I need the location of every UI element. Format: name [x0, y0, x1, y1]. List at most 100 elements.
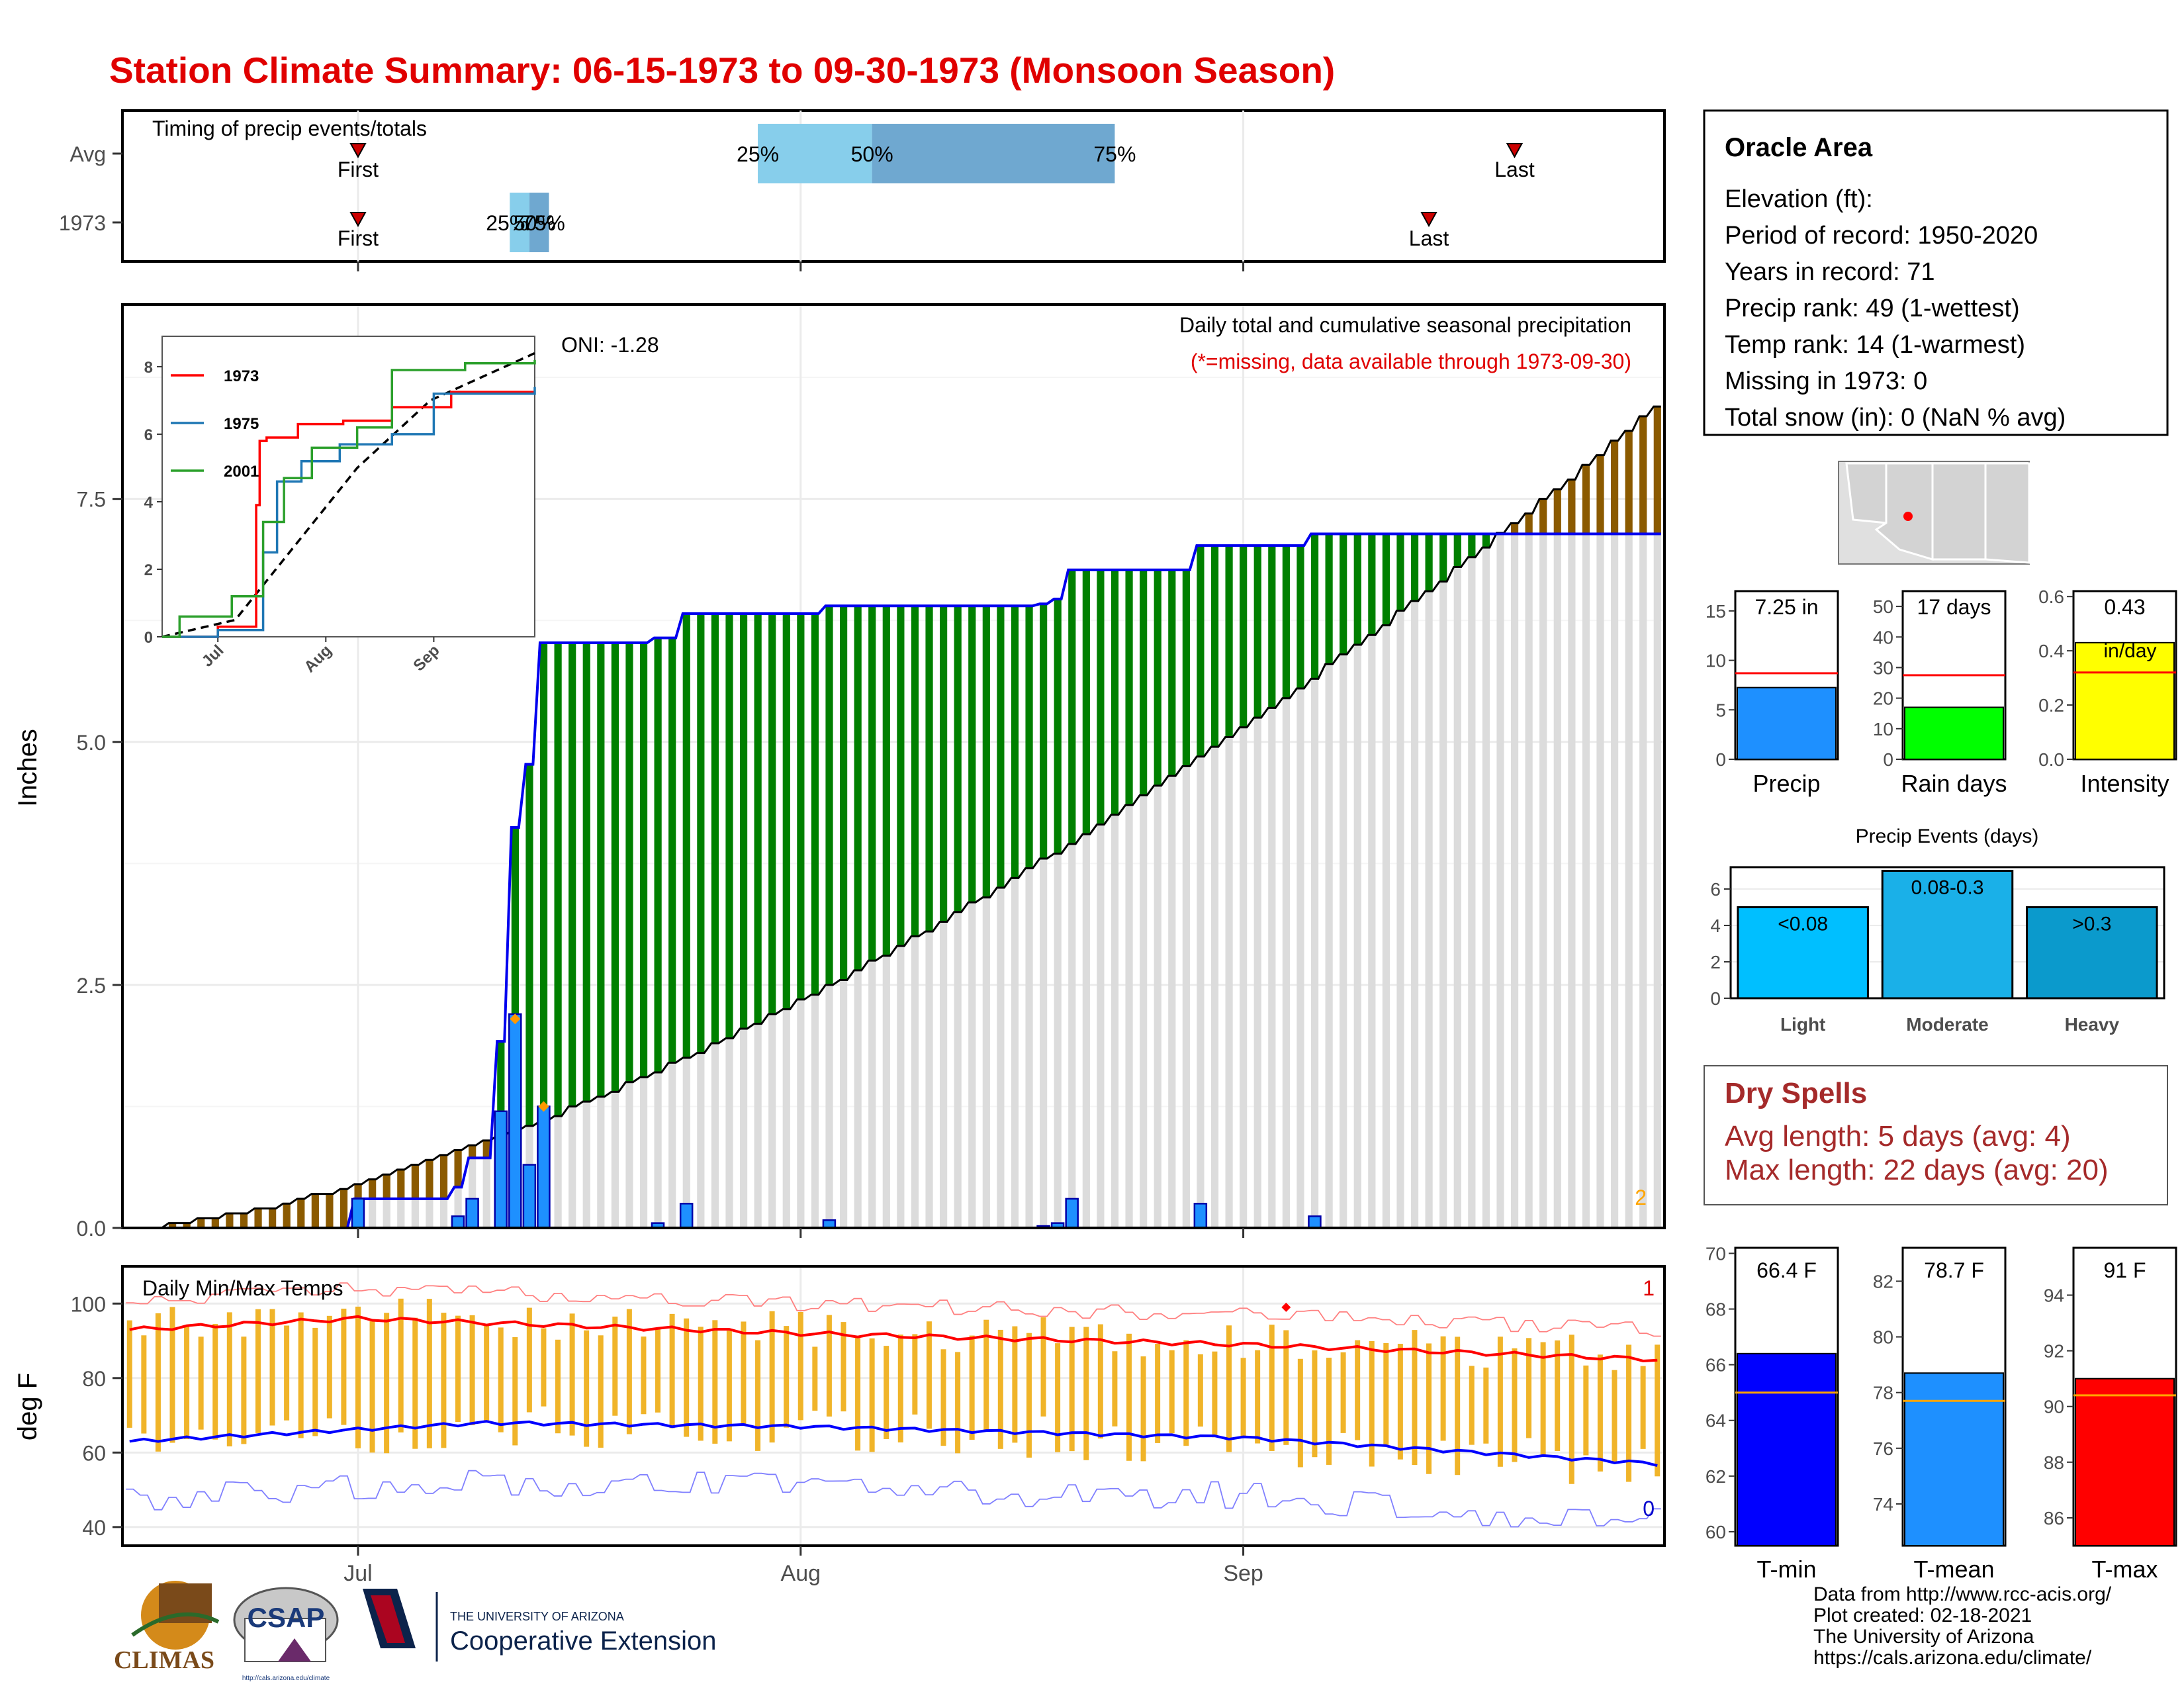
daily-temp-bar [741, 1321, 747, 1427]
daily-temp-bar [712, 1320, 718, 1444]
below-normal-fill [1610, 440, 1619, 534]
above-normal-fill [1125, 569, 1133, 806]
daily-temp-bar [1012, 1326, 1018, 1443]
daily-temp-bar [441, 1313, 447, 1448]
normal-fill [797, 999, 805, 1228]
daily-temp-bar [1569, 1335, 1574, 1484]
series-line [162, 387, 536, 638]
csap-mountain [278, 1638, 311, 1662]
normal-fill [1168, 776, 1176, 1228]
marker-label: Last [1409, 226, 1449, 250]
y-tick-label: 4 [144, 494, 154, 512]
normal-fill [940, 921, 948, 1228]
daily-temp-bar [1455, 1336, 1461, 1476]
temp-summary-bar [1904, 1372, 2004, 1547]
y-tick-label: 0 [1710, 988, 1721, 1009]
above-normal-fill [1225, 545, 1233, 737]
station-info-box: Oracle Area Elevation (ft): Period of reco… [1703, 109, 2169, 436]
daily-temp-bar [541, 1328, 547, 1407]
above-normal-fill [1197, 545, 1205, 757]
above-normal-fill [1268, 545, 1276, 708]
normal-fill [369, 1198, 377, 1228]
above-normal-fill [1240, 545, 1248, 727]
daily-temp-bar [412, 1317, 418, 1449]
normal-fill [925, 931, 933, 1228]
normal-fill [1625, 534, 1633, 1228]
precip-events-chart: Precip Events (days) <0.08 Light 0.08-0.3 Mo… [1710, 825, 2165, 1035]
daily-temp-bar [726, 1331, 732, 1442]
daily-precip-bar [494, 1110, 508, 1229]
normal-fill [1425, 591, 1433, 1228]
daily-temp-bar [1640, 1366, 1646, 1449]
temperature-panel: 40 60 80 100 Jul Aug Sep deg F Daily Min/Max Tem… [13, 1265, 1666, 1586]
y-tick-label: 8 [144, 359, 153, 377]
below-normal-fill [269, 1208, 277, 1228]
x-tick-label: Aug [781, 1561, 821, 1586]
y-tick-label: 2.5 [77, 974, 106, 998]
normal-fill [1068, 843, 1076, 1228]
marker-label: Last [1494, 158, 1535, 181]
daily-temp-bar [1269, 1325, 1275, 1451]
bar-value-label: 78.7 F [1924, 1258, 1984, 1282]
record-high-line [126, 1282, 1661, 1337]
event-bar-label: 0.08-0.3 [1911, 877, 1983, 899]
y-tick-label: 86 [2044, 1508, 2064, 1528]
dry-frame [1704, 1065, 2168, 1205]
below-normal-fill [1653, 406, 1661, 534]
normal-fill [668, 1062, 676, 1228]
above-normal-fill [511, 827, 519, 1131]
legend-label: 2001 [224, 463, 259, 481]
daily-temp-bar [584, 1330, 590, 1447]
below-normal-fill [311, 1194, 319, 1228]
state-shape [1984, 462, 2030, 564]
below-normal-fill [254, 1208, 262, 1228]
normal-fill [725, 1038, 733, 1228]
credits: Data from http://www.rcc-acis.org/Plot c… [1813, 1583, 2112, 1669]
daily-temp-bar [1197, 1354, 1203, 1427]
above-normal-fill [854, 606, 862, 970]
normal-fill [768, 1013, 776, 1228]
temp-summary-bar [1737, 1352, 1837, 1547]
ua-small-text: THE UNIVERSITY OF ARIZONA [450, 1610, 624, 1623]
bar-name: Rain days [1901, 770, 2007, 797]
y-tick-label: 0.0 [77, 1217, 106, 1241]
daily-precip-bar [508, 1013, 522, 1229]
dry-title: Dry Spells [1725, 1077, 1867, 1109]
event-marker [349, 143, 367, 159]
normal-fill [654, 1072, 662, 1228]
normal-fill [1125, 805, 1133, 1228]
daily-temp-bar [1369, 1340, 1375, 1467]
normal-fill [1453, 567, 1461, 1228]
above-normal-fill [940, 606, 948, 922]
bar-name: Precip [1752, 770, 1820, 797]
normal-fill [739, 1028, 748, 1228]
above-normal-fill [725, 613, 733, 1039]
normal-fill [1568, 534, 1576, 1228]
y-tick-label: 6 [1710, 879, 1721, 900]
normal-fill [782, 1009, 790, 1228]
normal-fill [1653, 534, 1661, 1228]
info-line: Period of record: 1950-2020 [1725, 222, 2038, 250]
normal-fill [454, 1187, 462, 1228]
info-line: Total snow (in): 0 (NaN % avg) [1725, 404, 2066, 432]
daily-temp-bar [626, 1309, 632, 1434]
pct-label: 75% [1093, 142, 1136, 166]
daily-temp-bar [1326, 1358, 1332, 1465]
above-normal-fill [768, 613, 776, 1014]
daily-temp-bar [940, 1349, 946, 1446]
above-normal-fill [1082, 569, 1090, 835]
daily-temp-bar [1412, 1330, 1418, 1466]
above-normal-fill [697, 613, 705, 1053]
below-normal-fill [1553, 489, 1561, 534]
daily-temp-bar [1212, 1351, 1218, 1438]
above-normal-fill [668, 637, 676, 1063]
daily-temp-bar [1240, 1358, 1246, 1437]
daily-temp-bar [598, 1335, 604, 1448]
daily-temp-bar [1540, 1342, 1546, 1456]
above-normal-fill [1297, 545, 1304, 689]
below-normal-fill [1525, 513, 1533, 534]
y-tick-label: 74 [1873, 1494, 1893, 1515]
temp-summary-bars: 60 62 64 66 68 70 66.4 F T-min 74 76 78 80 82 78.7 F T… [1706, 1243, 2177, 1583]
credit-line: Data from http://www.rcc-acis.org/ [1813, 1583, 2112, 1605]
bar-value-label: 7.25 in [1754, 595, 1818, 619]
